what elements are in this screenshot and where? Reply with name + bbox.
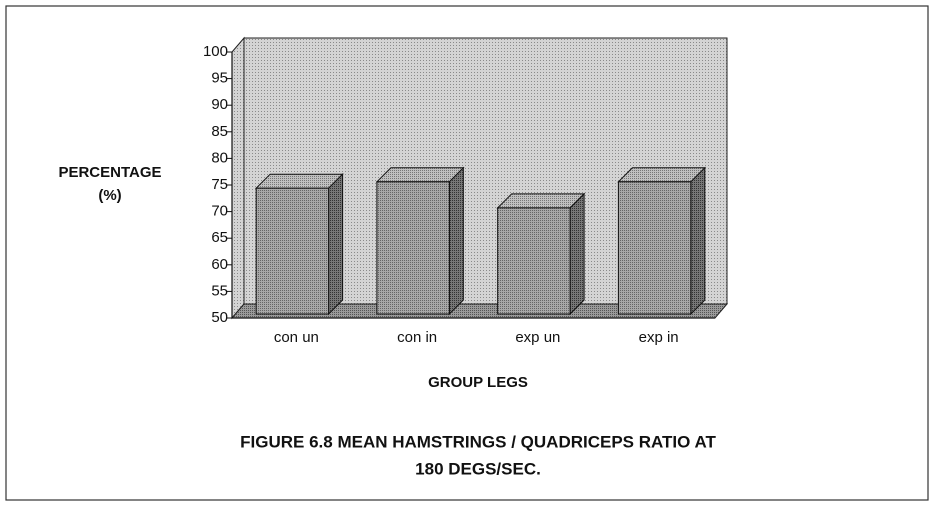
bar	[496, 192, 586, 316]
bar-front	[617, 181, 692, 315]
x-tick-label: con un	[274, 329, 319, 346]
y-tick-label: 75	[211, 176, 228, 193]
bar-side	[569, 192, 585, 316]
y-tick-label: 95	[211, 70, 228, 87]
y-axis-label: PERCENTAGE	[58, 164, 161, 181]
frame	[5, 5, 929, 501]
y-tick-label: 60	[211, 256, 228, 273]
y-tick-label: 90	[211, 96, 228, 113]
bar-front	[376, 181, 450, 315]
bar	[617, 166, 707, 316]
y-tick-label: 50	[211, 309, 228, 326]
y-tick-label: 85	[211, 123, 228, 140]
bar	[375, 166, 465, 316]
side-wall	[231, 36, 245, 320]
bar	[254, 172, 344, 316]
y-tick-label: 65	[211, 229, 228, 246]
y-tick-label: 70	[211, 203, 228, 220]
bar-side	[448, 166, 464, 316]
chart-title: FIGURE 6.8 MEAN HAMSTRINGS / QUADRICEPS …	[240, 432, 716, 451]
bar-top	[617, 167, 707, 183]
y-tick-label: 55	[211, 282, 228, 299]
bar-front	[255, 187, 330, 315]
bar-front	[497, 207, 571, 315]
chart-title: 180 DEGS/SEC.	[415, 459, 541, 478]
x-tick-label: exp in	[639, 329, 679, 346]
bar-top	[496, 193, 586, 209]
bar-side	[328, 172, 344, 316]
x-tick-label: con in	[397, 329, 437, 346]
x-axis-label: GROUP LEGS	[428, 374, 528, 391]
x-tick-label: exp un	[515, 329, 560, 346]
bar-top	[254, 173, 344, 189]
bar-side	[690, 166, 706, 316]
y-axis-label: (%)	[98, 187, 121, 204]
y-tick-label: 100	[203, 43, 228, 60]
bar-top	[375, 167, 465, 183]
y-tick-label: 80	[211, 149, 228, 166]
